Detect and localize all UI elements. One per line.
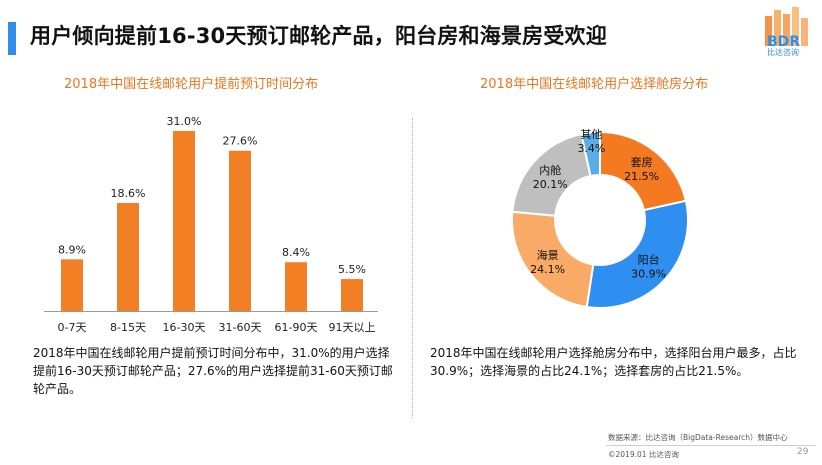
donut-slice <box>585 199 689 309</box>
copyright: ©2019.01 比达咨询 <box>608 450 679 459</box>
bar-chart-title: 2018年中国在线邮轮用户提前预订时间分布 <box>64 77 319 92</box>
bar-value-label: 8.9% <box>58 243 86 256</box>
page-number: 29 <box>797 447 809 457</box>
bar <box>173 131 195 311</box>
slice-label: 套房 <box>631 156 653 169</box>
logo-subtext: 比达咨询 <box>767 48 799 57</box>
bdr-logo: BDR <box>765 7 808 50</box>
bar <box>229 150 251 311</box>
bar-value-label: 5.5% <box>338 263 366 276</box>
slice-value-label: 20.1% <box>533 178 568 191</box>
bar <box>61 259 83 311</box>
x-tick-label: 0-7天 <box>58 321 87 334</box>
title-accent-bar <box>8 22 16 55</box>
donut-slice <box>599 130 688 212</box>
x-tick-label: 61-90天 <box>275 321 318 334</box>
x-tick-label: 16-30天 <box>163 321 206 334</box>
donut-chart-description: 2018年中国在线邮轮用户选择舱房分布中，选择阳台用户最多，占比30.9%；选择… <box>430 346 797 378</box>
slice-label: 海景 <box>537 248 559 262</box>
x-tick-label: 91天以上 <box>329 321 376 334</box>
donut-slice <box>580 130 601 178</box>
footer-rule <box>606 445 816 446</box>
page-title: 用户倾向提前16-30天预订邮轮产品，阳台房和海景房受欢迎 <box>30 24 607 48</box>
slice-label: 内舱 <box>539 163 561 177</box>
column-divider <box>412 118 413 418</box>
slice-value-label: 24.1% <box>530 263 565 276</box>
bar-value-label: 8.4% <box>282 246 310 259</box>
bar <box>285 262 307 311</box>
slice-value-label: 30.9% <box>631 267 666 280</box>
slice-label: 其他 <box>580 128 602 141</box>
slice-label: 阳台 <box>638 252 660 266</box>
bar-value-label: 18.6% <box>111 187 146 200</box>
bar-chart-description: 2018年中国在线邮轮用户提前预订时间分布中，31.0%的用户选择提前16-30… <box>33 346 393 396</box>
logo-building-icon <box>765 7 808 46</box>
x-tick-label: 8-15天 <box>110 321 146 334</box>
slice-value-label: 21.5% <box>624 170 659 183</box>
bar <box>117 203 139 311</box>
x-tick-label: 31-60天 <box>219 321 262 334</box>
bar-value-label: 27.6% <box>223 135 258 148</box>
logo-text: BDR <box>767 34 800 50</box>
data-source: 数据来源：比达咨询（BigData-Research）数据中心 <box>608 433 788 442</box>
bar-chart: 8.9% 0-7天 18.6% 8-15天 31.0% 16-30天 27.6% 31-60天… <box>44 115 378 334</box>
bar-value-label: 31.0% <box>167 115 202 128</box>
donut-chart-title: 2018年中国在线邮轮用户选择舱房分布 <box>480 77 709 92</box>
slice-value-label: 3.4% <box>577 142 605 155</box>
bar <box>341 279 363 311</box>
donut-slice <box>511 210 595 309</box>
